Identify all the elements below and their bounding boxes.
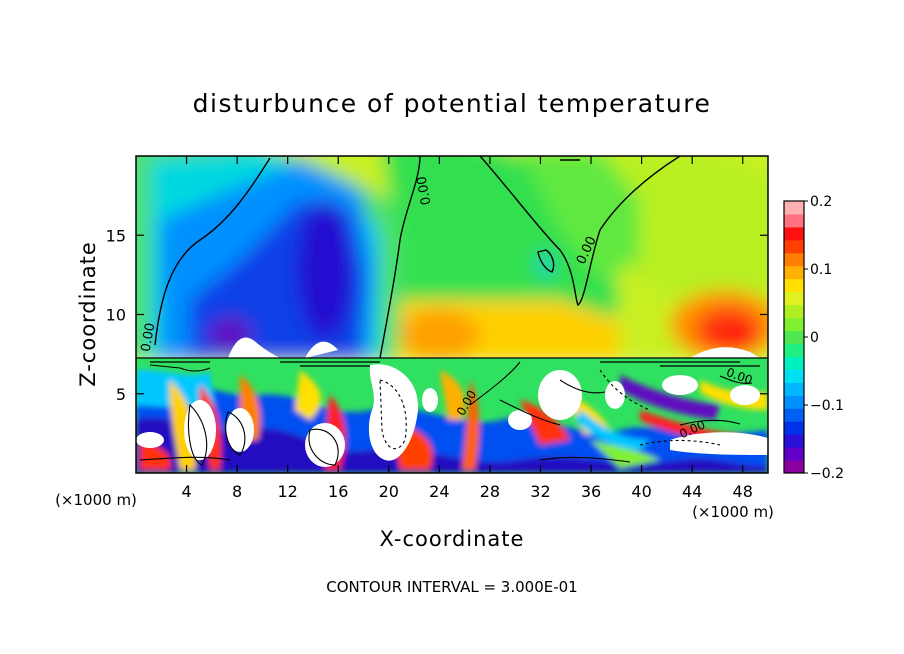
colorbar-swatch <box>784 304 804 319</box>
interface-blob <box>690 347 760 358</box>
x-tick-label: 16 <box>328 482 348 501</box>
colorbar <box>784 201 804 474</box>
x-tick-label: 8 <box>232 482 242 501</box>
x-tick-label: 4 <box>181 482 191 501</box>
x-tick-label: 20 <box>379 482 399 501</box>
colorbar-swatch <box>784 356 804 370</box>
colorbar-swatch <box>784 278 804 293</box>
x-tick-label: 24 <box>429 482 449 501</box>
interface-blob <box>228 337 280 358</box>
x-tick-label: 44 <box>682 482 702 501</box>
chart-title: disturbunce of potential temperature <box>193 89 712 118</box>
colorbar-swatch <box>784 447 804 461</box>
colorbar-tick-label: −0.1 <box>810 398 844 414</box>
x-tick-label: 28 <box>480 482 500 501</box>
x-tick-label: 12 <box>278 482 298 501</box>
contour-interval: CONTOUR INTERVAL = 3.000E-01 <box>326 578 577 596</box>
x-tick-label: 40 <box>631 482 651 501</box>
lower-contours <box>139 361 753 466</box>
y-axis: 5 10 15 <box>106 226 768 404</box>
colorbar-tick-label: 0 <box>810 330 819 346</box>
interface-blob <box>305 341 338 358</box>
x-tick-label: 36 <box>581 482 601 501</box>
colorbar-swatch <box>784 408 804 422</box>
upper-field <box>136 156 768 365</box>
x-tick-label: 32 <box>530 482 550 501</box>
colorbar-swatch <box>784 239 804 254</box>
colorbar-swatch <box>784 330 804 344</box>
colorbar-swatch <box>784 201 804 215</box>
colorbar-swatch <box>784 213 804 228</box>
colorbar-swatch <box>784 343 804 357</box>
x-tick-label: 48 <box>733 482 753 501</box>
y-tick-label: 5 <box>116 385 126 404</box>
x-unit-label: (×1000 m) <box>692 503 774 521</box>
y-tick-label: 15 <box>106 226 126 245</box>
contour-label: 0.00 <box>139 322 159 353</box>
colorbar-swatch <box>784 395 804 409</box>
colorbar-swatch <box>784 421 804 435</box>
colorbar-tick-label: 0.2 <box>810 194 832 210</box>
lower-white-regions <box>136 364 768 467</box>
lower-field: 0.00 0.00 0.00 <box>136 358 768 473</box>
interface-lines <box>136 357 768 367</box>
contour-label: 0.00 <box>415 175 435 206</box>
x-axis-label: X-coordinate <box>380 527 525 551</box>
colorbar-tick-label: −0.2 <box>810 466 844 482</box>
y-unit-label: (×1000 m) <box>55 491 137 509</box>
colorbar-swatch <box>784 252 804 267</box>
colorbar-swatch <box>784 382 804 396</box>
upper-contours <box>154 156 681 359</box>
y-tick-label: 10 <box>106 306 126 325</box>
colorbar-swatch <box>784 317 804 332</box>
colorbar-tick-label: 0.1 <box>810 262 832 278</box>
colorbar-swatch <box>784 460 804 474</box>
colorbar-swatch <box>784 265 804 280</box>
colorbar-swatch <box>784 291 804 306</box>
colorbar-ticks: 0.2 0.1 0 −0.1 −0.2 <box>804 194 844 482</box>
colorbar-swatch <box>784 369 804 383</box>
y-axis-label: Z-coordinate <box>76 241 100 387</box>
colorbar-swatch <box>784 434 804 448</box>
x-axis: 4 8 12 16 20 24 28 32 36 40 44 48 <box>181 156 753 501</box>
plot-area: 0.00 0.00 0.00 <box>136 156 768 473</box>
colorbar-swatch <box>784 226 804 241</box>
